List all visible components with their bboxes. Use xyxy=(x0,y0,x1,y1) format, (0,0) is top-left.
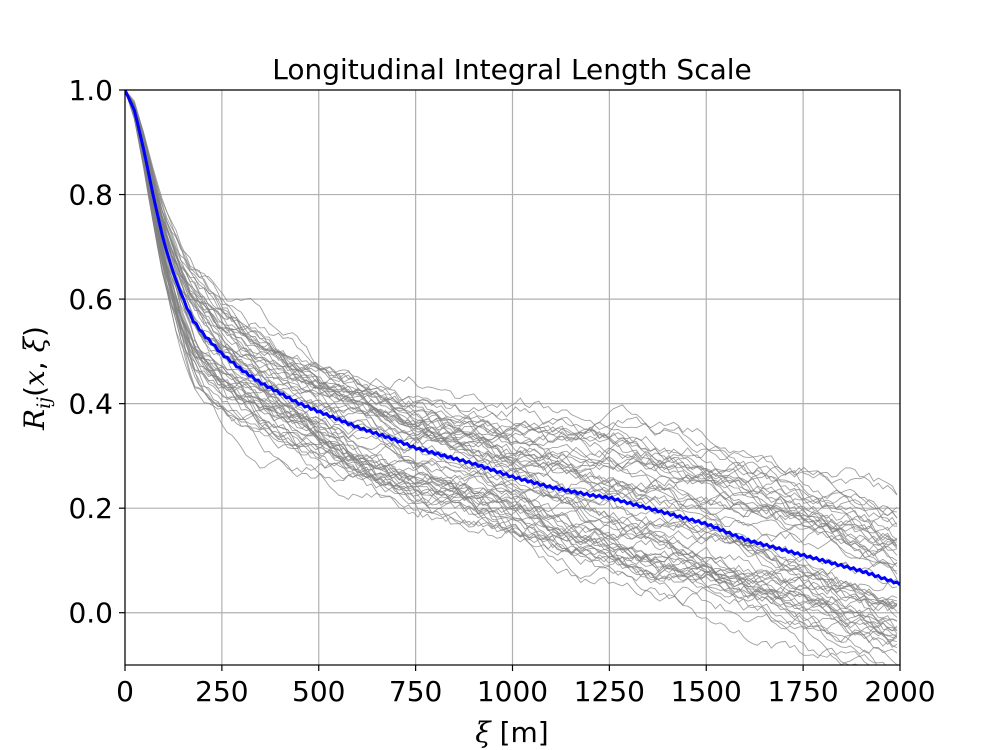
sample-line xyxy=(125,90,878,665)
y-tick-label: 0.0 xyxy=(68,597,113,630)
sample-line xyxy=(125,90,898,551)
x-axis-ticks: 0 250 500 750 1000 1250 1500 1750 2000 xyxy=(116,665,936,708)
sample-line xyxy=(125,90,898,612)
sample-line xyxy=(125,90,898,540)
sample-line xyxy=(125,90,898,648)
sample-line xyxy=(125,90,898,618)
x-axis-label: ξ [m] xyxy=(475,716,548,749)
sample-line xyxy=(125,90,898,544)
mean-line xyxy=(125,90,900,587)
sample-line xyxy=(125,90,898,647)
sample-lines xyxy=(125,90,898,665)
sample-line xyxy=(125,90,898,496)
x-tick-label: 2000 xyxy=(864,675,935,708)
sample-line xyxy=(125,90,898,614)
sample-line xyxy=(125,90,898,665)
x-tick-label: 500 xyxy=(292,675,345,708)
sample-line xyxy=(125,90,898,645)
sample-line xyxy=(125,90,898,580)
sample-line xyxy=(125,90,898,643)
sample-line xyxy=(125,90,898,628)
chart-title: Longitudinal Integral Length Scale xyxy=(272,53,752,86)
y-axis-ticks: 0.0 0.2 0.4 0.6 0.8 1.0 xyxy=(68,74,125,630)
y-tick-label: 0.2 xyxy=(68,492,113,525)
x-tick-label: 750 xyxy=(389,675,442,708)
x-tick-label: 1000 xyxy=(477,675,548,708)
sample-line xyxy=(125,90,898,565)
x-tick-label: 1250 xyxy=(574,675,645,708)
sample-line xyxy=(125,90,898,607)
sample-line xyxy=(125,90,898,549)
sample-line xyxy=(125,90,898,562)
y-axis-label: Rij(x, ξ) xyxy=(18,326,55,431)
x-tick-label: 1500 xyxy=(671,675,742,708)
x-tick-label: 250 xyxy=(195,675,248,708)
sample-line xyxy=(125,90,898,526)
y-tick-label: 0.4 xyxy=(68,388,113,421)
sample-line xyxy=(125,90,898,639)
x-tick-label: 1750 xyxy=(767,675,838,708)
x-tick-label: 0 xyxy=(116,675,134,708)
sample-line xyxy=(125,90,897,632)
sample-line xyxy=(125,90,870,665)
sample-line xyxy=(125,90,897,542)
sample-line xyxy=(125,90,898,548)
y-tick-label: 0.8 xyxy=(68,179,113,212)
sample-line xyxy=(125,90,898,610)
y-tick-label: 0.6 xyxy=(68,283,113,316)
y-tick-label: 1.0 xyxy=(68,74,113,107)
sample-line xyxy=(125,90,898,632)
sample-line xyxy=(125,90,898,622)
sample-line xyxy=(125,90,898,632)
sample-line xyxy=(125,90,898,513)
